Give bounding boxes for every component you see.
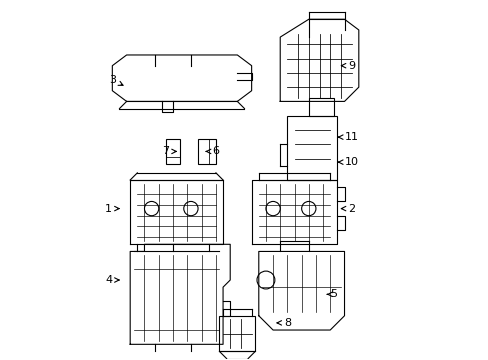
Text: 9: 9 bbox=[341, 61, 354, 71]
Bar bbox=[308, 98, 333, 116]
Text: 5: 5 bbox=[326, 289, 337, 299]
Text: 8: 8 bbox=[277, 318, 290, 328]
Text: 10: 10 bbox=[338, 157, 358, 167]
Text: 7: 7 bbox=[162, 147, 176, 157]
Bar bbox=[219, 316, 255, 351]
Text: 11: 11 bbox=[338, 132, 358, 142]
Text: 3: 3 bbox=[109, 75, 123, 85]
Bar bbox=[165, 139, 180, 164]
Text: 6: 6 bbox=[206, 147, 219, 157]
Bar bbox=[287, 116, 337, 180]
Text: 2: 2 bbox=[341, 203, 354, 213]
Text: 1: 1 bbox=[105, 203, 119, 213]
Text: 4: 4 bbox=[105, 275, 119, 285]
Bar bbox=[198, 139, 216, 164]
